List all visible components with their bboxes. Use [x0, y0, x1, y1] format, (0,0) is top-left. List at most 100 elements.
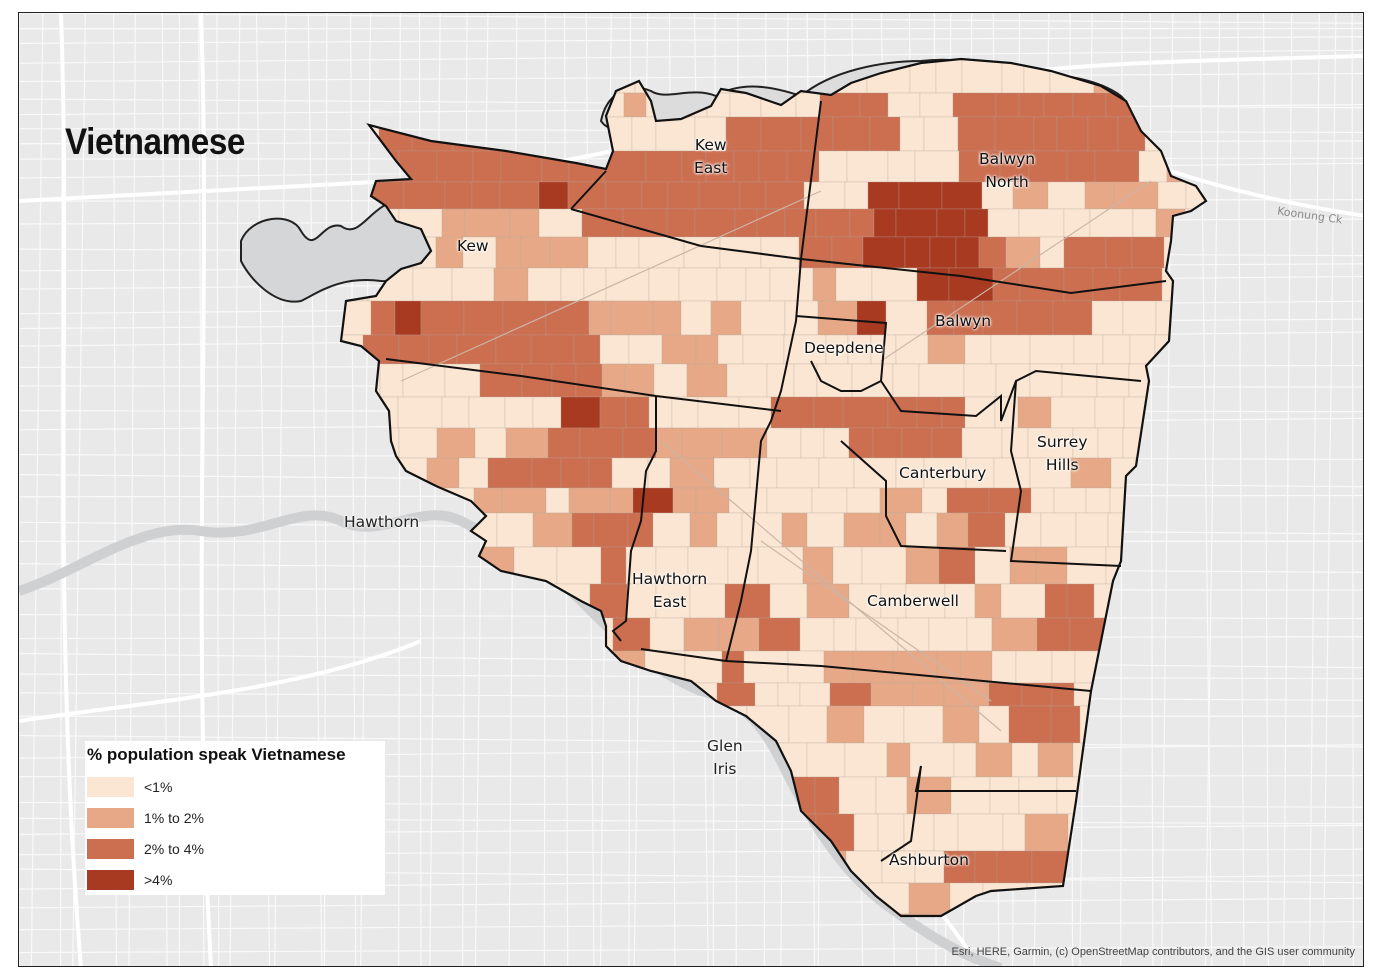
meshblock[interactable] — [705, 150, 735, 183]
meshblock[interactable] — [1157, 181, 1187, 210]
meshblock[interactable] — [716, 512, 743, 548]
meshblock[interactable] — [556, 546, 602, 585]
meshblock[interactable] — [886, 742, 911, 778]
meshblock[interactable] — [995, 363, 1031, 398]
meshblock[interactable] — [628, 334, 663, 365]
meshblock[interactable] — [942, 705, 980, 744]
meshblock[interactable] — [689, 583, 726, 619]
meshblock[interactable] — [978, 236, 1007, 269]
meshblock[interactable] — [974, 850, 998, 884]
meshblock[interactable] — [1030, 487, 1055, 514]
meshblock[interactable] — [495, 334, 532, 365]
meshblock[interactable] — [721, 650, 745, 684]
meshblock[interactable] — [849, 208, 875, 238]
meshblock[interactable] — [996, 850, 1033, 884]
meshblock[interactable] — [588, 457, 613, 489]
meshblock[interactable] — [681, 150, 707, 183]
meshblock[interactable] — [725, 116, 762, 152]
meshblock[interactable] — [931, 427, 963, 459]
meshblock[interactable] — [975, 742, 1013, 778]
meshblock[interactable] — [1002, 813, 1026, 852]
meshblock[interactable] — [813, 396, 844, 429]
meshblock[interactable] — [724, 583, 771, 619]
meshblock[interactable] — [991, 617, 1038, 652]
meshblock[interactable] — [499, 181, 540, 210]
meshblock[interactable] — [892, 363, 920, 398]
meshblock[interactable] — [588, 300, 612, 336]
meshblock[interactable] — [811, 487, 848, 514]
meshblock[interactable] — [623, 92, 647, 118]
meshblock[interactable] — [948, 267, 994, 302]
meshblock[interactable] — [1008, 705, 1052, 744]
meshblock[interactable] — [928, 617, 968, 652]
meshblock[interactable] — [420, 300, 465, 336]
meshblock[interactable] — [1024, 813, 1069, 852]
meshblock[interactable] — [991, 650, 1017, 684]
meshblock[interactable] — [766, 487, 813, 514]
meshblock[interactable] — [818, 457, 855, 489]
meshblock[interactable] — [403, 181, 446, 210]
meshblock[interactable] — [1004, 512, 1042, 548]
meshblock[interactable] — [799, 682, 831, 707]
meshblock[interactable] — [1028, 150, 1068, 183]
meshblock[interactable] — [645, 150, 683, 183]
meshblock[interactable] — [960, 650, 993, 684]
meshblock[interactable] — [788, 705, 828, 744]
meshblock[interactable] — [587, 236, 617, 269]
meshblock[interactable] — [833, 617, 857, 652]
meshblock[interactable] — [776, 457, 820, 489]
meshblock[interactable] — [923, 116, 959, 152]
meshblock[interactable] — [862, 236, 906, 269]
meshblock[interactable] — [987, 208, 1020, 238]
meshblock[interactable] — [815, 208, 851, 238]
meshblock[interactable] — [781, 512, 808, 548]
meshblock[interactable] — [397, 396, 443, 429]
meshblock[interactable] — [859, 92, 889, 118]
meshblock[interactable] — [826, 705, 865, 744]
meshblock[interactable] — [903, 705, 944, 744]
meshblock[interactable] — [1050, 396, 1096, 429]
meshblock[interactable] — [1012, 181, 1049, 210]
meshblock[interactable] — [632, 487, 674, 514]
meshblock[interactable] — [892, 650, 938, 684]
meshblock[interactable] — [856, 300, 887, 336]
meshblock[interactable] — [683, 617, 720, 652]
meshblock[interactable] — [1132, 208, 1157, 238]
meshblock[interactable] — [982, 300, 1018, 336]
meshblock[interactable] — [770, 396, 815, 429]
meshblock[interactable] — [545, 487, 570, 514]
meshblock[interactable] — [1009, 546, 1037, 585]
meshblock[interactable] — [458, 457, 489, 489]
meshblock[interactable] — [814, 776, 840, 815]
meshblock[interactable] — [869, 116, 901, 152]
meshblock[interactable] — [955, 236, 980, 269]
meshblock[interactable] — [749, 457, 778, 489]
meshblock[interactable] — [398, 427, 438, 459]
meshblock[interactable] — [823, 427, 850, 459]
meshblock[interactable] — [936, 512, 969, 548]
meshblock[interactable] — [1087, 116, 1119, 152]
meshblock[interactable] — [740, 300, 786, 336]
meshblock[interactable] — [671, 396, 699, 429]
meshblock[interactable] — [903, 813, 935, 852]
meshblock[interactable] — [953, 742, 977, 778]
meshblock[interactable] — [919, 92, 954, 118]
meshblock[interactable] — [851, 363, 894, 398]
meshblock[interactable] — [622, 208, 668, 238]
meshblock[interactable] — [950, 776, 991, 815]
meshblock[interactable] — [612, 617, 651, 652]
meshblock[interactable] — [605, 267, 650, 302]
meshblock[interactable] — [885, 300, 928, 336]
meshblock[interactable] — [941, 396, 966, 429]
meshblock[interactable] — [1017, 396, 1052, 429]
meshblock[interactable] — [842, 396, 889, 429]
meshblock[interactable] — [579, 427, 624, 459]
meshblock[interactable] — [963, 363, 997, 398]
meshblock[interactable] — [964, 208, 989, 238]
meshblock[interactable] — [505, 427, 549, 459]
meshblock[interactable] — [666, 208, 696, 238]
meshblock[interactable] — [855, 617, 899, 652]
meshblock[interactable] — [754, 682, 779, 707]
meshblock[interactable] — [1043, 92, 1074, 118]
meshblock[interactable] — [1075, 512, 1109, 548]
